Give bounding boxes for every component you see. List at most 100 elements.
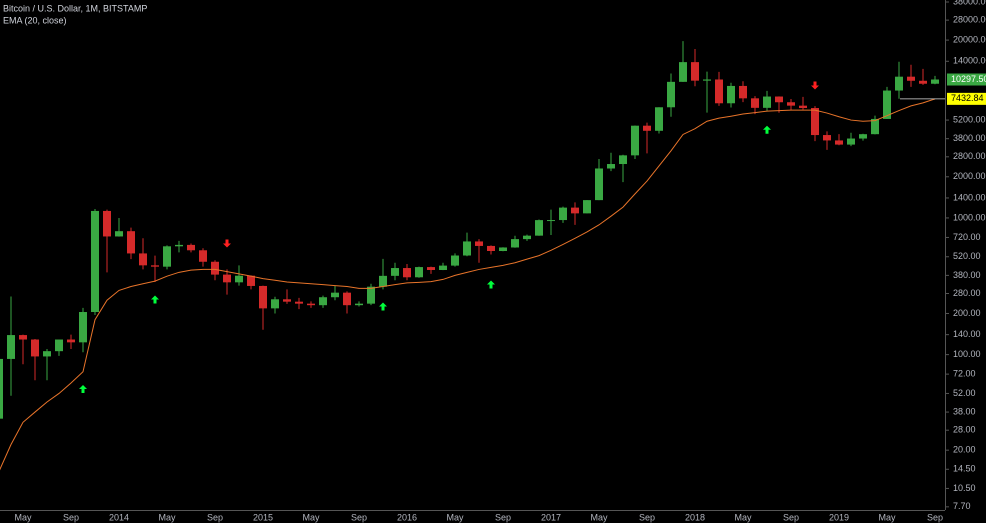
candle-body xyxy=(451,255,459,266)
y-tick-label: 28.00 xyxy=(953,425,976,435)
candle-body xyxy=(571,207,579,214)
x-tick-label: Sep xyxy=(351,512,367,522)
candle-body xyxy=(631,125,639,156)
candle-body xyxy=(43,351,51,357)
x-tick-label: 2019 xyxy=(829,512,849,522)
y-tick-label: 2800.00 xyxy=(953,151,986,161)
candle-body xyxy=(871,118,879,135)
candle-body xyxy=(619,155,627,165)
y-tick-label: 1000.00 xyxy=(953,212,986,222)
x-tick-label: 2017 xyxy=(541,512,561,522)
y-tick-label: 5200.00 xyxy=(953,114,986,124)
y-tick-label: 720.00 xyxy=(953,232,981,242)
y-tick-label: 20000.00 xyxy=(953,34,986,44)
candle-body xyxy=(463,241,471,256)
sell-arrow xyxy=(811,81,819,90)
buy-arrow xyxy=(79,385,87,394)
candle-body xyxy=(115,231,123,237)
y-tick-label: 14000.00 xyxy=(953,56,986,66)
buy-arrow xyxy=(487,280,495,289)
candle-body xyxy=(79,312,87,343)
candle-body xyxy=(91,210,99,313)
x-tick-label: May xyxy=(446,512,464,522)
candle-body xyxy=(415,267,423,278)
candle-body xyxy=(307,303,315,306)
candle-body xyxy=(271,299,279,309)
candle-body xyxy=(187,244,195,251)
candle-body xyxy=(859,134,867,139)
sell-arrow xyxy=(223,239,231,248)
x-tick-label: May xyxy=(734,512,752,522)
candle-body xyxy=(499,247,507,251)
candle-body xyxy=(259,285,267,309)
legend-entry: EMA (20, close) xyxy=(3,15,67,25)
candle-body xyxy=(31,339,39,357)
candle-body xyxy=(199,250,207,262)
candle-body xyxy=(283,299,291,302)
x-tick-label: Sep xyxy=(63,512,79,522)
y-tick-label: 10.50 xyxy=(953,483,976,493)
candle-body xyxy=(919,80,927,84)
y-tick-label: 28000.00 xyxy=(953,15,986,25)
x-tick-label: Sep xyxy=(639,512,655,522)
candle-body xyxy=(727,85,735,104)
y-tick-label: 280.00 xyxy=(953,288,981,298)
candle-body xyxy=(787,102,795,106)
last-price-box xyxy=(947,73,986,86)
candle-body xyxy=(427,267,435,271)
candle-body xyxy=(763,96,771,108)
candle-body xyxy=(691,62,699,81)
x-tick-label: May xyxy=(590,512,608,522)
candle-body xyxy=(103,210,111,237)
y-tick-label: 200.00 xyxy=(953,308,981,318)
x-tick-label: May xyxy=(14,512,32,522)
ema-price-box xyxy=(947,92,986,105)
candle-body xyxy=(883,90,891,119)
x-tick-label: May xyxy=(158,512,176,522)
candle-body xyxy=(55,339,63,352)
y-tick-label: 380.00 xyxy=(953,270,981,280)
candle-body xyxy=(799,105,807,109)
candle-body xyxy=(127,231,135,254)
y-tick-label: 100.00 xyxy=(953,349,981,359)
candle-body xyxy=(643,125,651,131)
y-tick-label: 7.70 xyxy=(953,501,971,511)
candle-body xyxy=(907,76,915,81)
candle-body xyxy=(679,62,687,82)
candle-body xyxy=(7,335,15,359)
y-tick-label: 1400.00 xyxy=(953,192,986,202)
x-tick-label: Sep xyxy=(783,512,799,522)
candle-body xyxy=(739,85,747,99)
y-tick-label: 14.50 xyxy=(953,464,976,474)
x-tick-label: Sep xyxy=(495,512,511,522)
buy-arrow xyxy=(151,295,159,304)
y-tick-label: 38000.00 xyxy=(953,0,986,6)
x-tick-label: May xyxy=(302,512,320,522)
candle-body xyxy=(655,107,663,131)
candle-body xyxy=(211,261,219,275)
candle-body xyxy=(175,244,183,247)
candle-body xyxy=(67,339,75,343)
candle-body xyxy=(343,292,351,306)
candle-body xyxy=(247,275,255,286)
y-tick-label: 72.00 xyxy=(953,369,976,379)
candle-body xyxy=(487,245,495,251)
candle-body xyxy=(391,268,399,276)
y-tick-label: 20.00 xyxy=(953,445,976,455)
candle-body xyxy=(559,207,567,221)
candle-body xyxy=(355,303,363,306)
y-tick-label: 520.00 xyxy=(953,251,981,261)
candle-body xyxy=(703,79,711,81)
candle-body xyxy=(475,241,483,246)
y-tick-label: 38.00 xyxy=(953,406,976,416)
candle-body xyxy=(235,275,243,283)
ema-line xyxy=(0,98,936,471)
last-price-label: 10297.50 xyxy=(951,74,986,84)
candle-body xyxy=(823,135,831,141)
candle-body xyxy=(715,79,723,104)
candle-body xyxy=(0,358,3,419)
x-tick-label: May xyxy=(878,512,896,522)
